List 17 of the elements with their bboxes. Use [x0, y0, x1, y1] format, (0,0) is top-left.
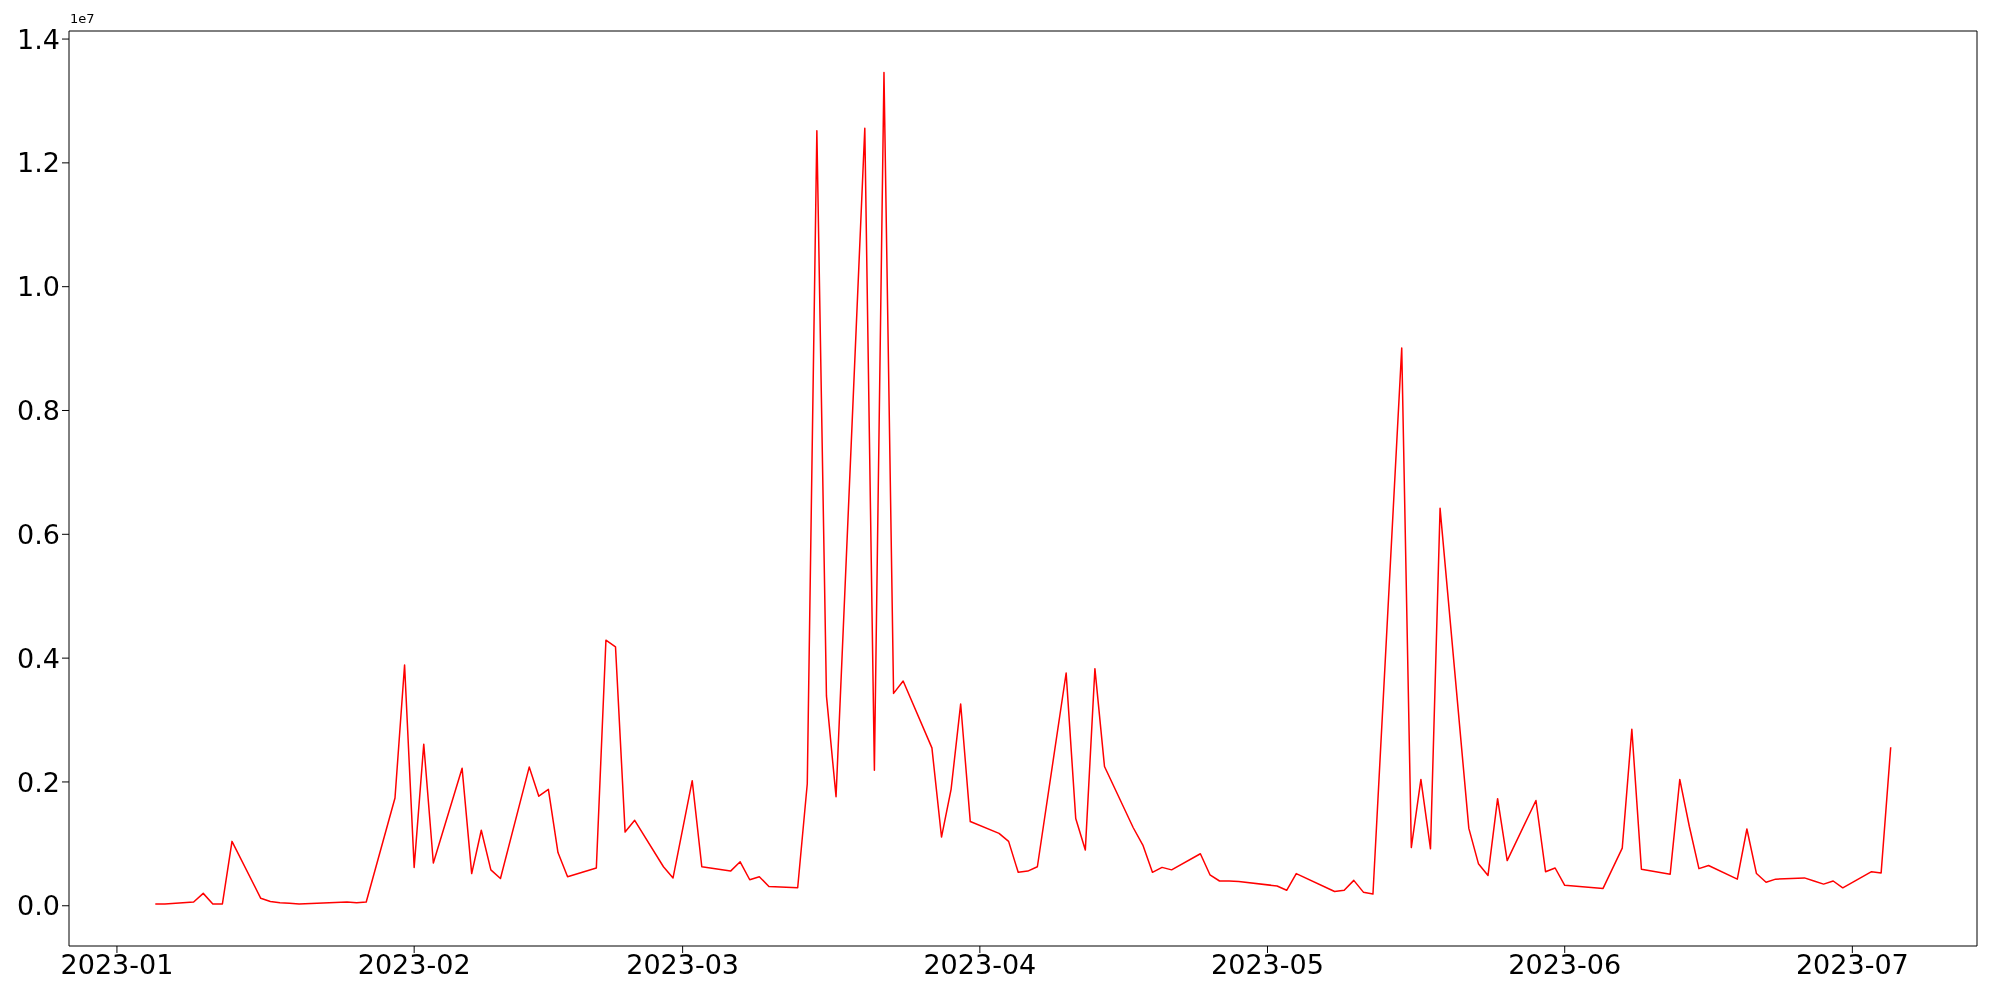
x-tick-label: 2023-04: [923, 949, 1037, 981]
x-tick-label: 2023-07: [1795, 949, 1909, 981]
x-tick-label: 2023-02: [357, 949, 471, 981]
x-tick-label: 2023-03: [626, 949, 740, 981]
y-tick-label: 0.2: [17, 766, 60, 798]
y-tick-label: 0.8: [17, 395, 60, 427]
y-tick-label: 1.2: [17, 147, 60, 179]
y-tick-label: 1.0: [17, 271, 60, 303]
x-tick-label: 2023-01: [60, 949, 174, 981]
x-tick-label: 2023-06: [1508, 949, 1622, 981]
text: 1e7: [70, 11, 95, 26]
y-tick-label: 0.0: [17, 890, 60, 922]
y-tick-label: 0.6: [17, 518, 60, 550]
y-tick-label: 0.4: [17, 642, 60, 674]
y-tick-label: 1.4: [17, 23, 60, 55]
x-tick-label: 2023-05: [1211, 949, 1324, 981]
line-series: [154, 71, 1892, 905]
